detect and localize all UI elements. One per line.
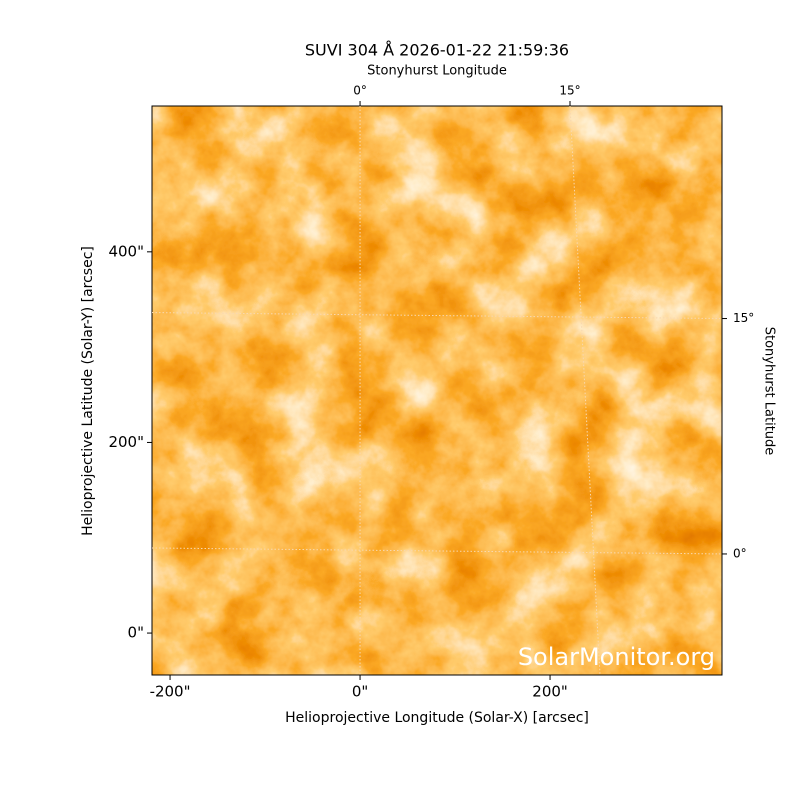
lat-tick-label: 0°: [733, 546, 747, 560]
lat-tick-label: 15°: [733, 311, 754, 325]
top-axis-label: Stonyhurst Longitude: [367, 64, 507, 79]
y-tick-label: 200": [108, 433, 144, 451]
y-axis-label: Helioprojective Latitude (Solar-Y) [arcs…: [80, 246, 96, 536]
x-axis-label: Helioprojective Longitude (Solar-X) [arc…: [285, 710, 589, 726]
y-tick-label: 0": [128, 624, 144, 642]
plot-frame: [151, 105, 723, 676]
chart-title: SUVI 304 Å 2026-01-22 21:59:36: [305, 41, 569, 60]
lat-grid-line: [151, 312, 723, 320]
x-tick-label: 0": [352, 683, 368, 701]
lon-tick-label: 15°: [559, 84, 580, 98]
lat-grid-line: [151, 547, 723, 555]
watermark: SolarMonitor.org: [518, 643, 715, 671]
y-tick-label: 400": [108, 242, 144, 260]
x-tick-label: -200": [150, 683, 191, 701]
lon-grid-line: [569, 105, 601, 676]
lon-tick-label: 0°: [353, 84, 367, 98]
x-tick-label: 200": [532, 683, 568, 701]
right-axis-label: Stonyhurst Latitude: [762, 327, 777, 456]
solar-image: [152, 106, 722, 675]
